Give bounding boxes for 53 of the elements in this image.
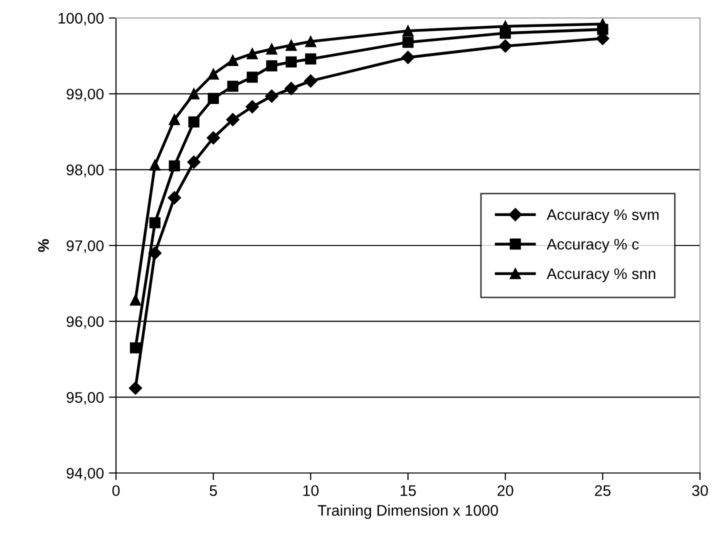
point: [266, 44, 278, 55]
point: [227, 80, 238, 92]
point: [168, 191, 181, 204]
point: [498, 39, 512, 53]
point: [246, 100, 259, 114]
x-tick-label: 20: [498, 485, 514, 496]
point: [227, 54, 238, 66]
point: [149, 217, 160, 228]
point: [188, 116, 200, 128]
x-tick-label: 0: [112, 485, 120, 496]
y-tick-label: 94,00: [66, 468, 104, 480]
y-axis-title: %: [38, 239, 49, 252]
legend-label: Accuracy % svm: [546, 209, 659, 224]
y-tick-label: 99,00: [66, 88, 104, 102]
legend-label: Accuracy % snn: [546, 268, 656, 282]
x-tick-label: 10: [303, 485, 319, 496]
x-axis-title: Training Dimension x 1000: [318, 504, 498, 519]
point: [208, 92, 219, 104]
x-tick-label: 25: [594, 485, 611, 496]
x-tick-label: 30: [692, 485, 708, 496]
y-tick-label: 95,00: [66, 392, 104, 405]
x-tick-label: 5: [210, 485, 217, 496]
point: [246, 72, 258, 83]
point: [130, 342, 142, 354]
legend-label: Accuracy % c: [546, 238, 639, 253]
point: [168, 160, 180, 172]
x-tick-label: 15: [400, 485, 416, 496]
point: [206, 131, 220, 144]
point: [305, 36, 316, 48]
point: [305, 53, 316, 65]
point: [286, 40, 297, 51]
point: [402, 36, 414, 48]
point: [188, 88, 200, 100]
point: [401, 50, 415, 64]
point: [149, 160, 160, 171]
point: [304, 74, 318, 88]
point: [226, 113, 240, 126]
point: [187, 155, 200, 169]
point: [500, 20, 511, 32]
point: [130, 294, 142, 306]
y-tick-label: 98,00: [66, 164, 104, 178]
point: [286, 56, 297, 68]
point: [402, 25, 414, 36]
y-tick-label: 100,00: [58, 12, 104, 26]
point: [246, 48, 258, 60]
y-tick-label: 97,00: [66, 240, 104, 253]
point: [128, 381, 142, 395]
point: [265, 90, 278, 103]
point: [284, 82, 298, 96]
point: [168, 114, 180, 126]
point: [266, 60, 278, 72]
point: [208, 68, 219, 80]
y-tick-label: 96,00: [66, 316, 104, 329]
